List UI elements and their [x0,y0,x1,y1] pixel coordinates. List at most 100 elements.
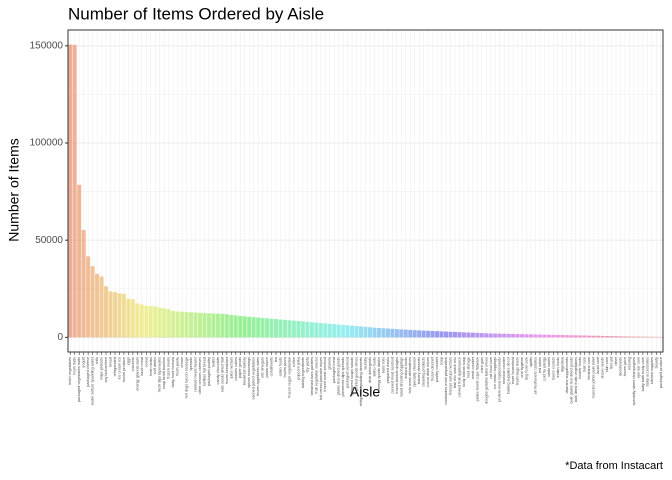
bar [381,328,386,338]
x-tick-label: energy granola bars [135,357,139,391]
x-tick-label: dog food care [525,357,529,380]
x-tick-label: beers coolers [551,357,555,380]
bar [537,334,542,338]
bar [224,314,229,338]
x-tick-label: mint gum [480,357,484,373]
bar [408,329,413,338]
x-tick-label: skin care [605,357,609,372]
bar [112,292,117,338]
bar [533,334,538,338]
bar [645,336,650,338]
x-tick-label: salad dressing toppings [399,357,403,397]
panel-border [67,29,664,353]
x-tick-label: baking supplies decor [507,356,511,393]
bar [282,319,287,338]
x-tick-label: missing [627,357,631,370]
x-tick-label: pickled goods olives [355,357,359,391]
x-tick-label: preserved dips spreads [341,357,345,397]
bar [421,330,426,338]
x-tick-label: packaged cheese [86,357,90,387]
bar [95,273,100,338]
bar [247,316,252,338]
x-tick-label: cookies cakes [234,357,238,381]
x-tick-label: baking ingredients [301,357,305,388]
bar [260,317,265,338]
x-tick-label: canned jarred vegetables [252,357,256,400]
y-tick-label: 150000 [30,40,64,51]
y-axis-label: Number of Items [6,138,22,241]
x-tick-label: kitchen supplies [650,357,654,384]
bar [497,333,502,338]
x-tick-label: yogurt [82,356,86,367]
bar [197,312,202,338]
bar [189,312,194,338]
x-tick-label: hair care [583,357,587,372]
bar [139,304,144,338]
x-tick-label: hot dogs bacon sausage [185,357,189,398]
x-tick-label: frozen dessert [431,356,435,381]
bar [394,329,399,338]
bar [640,336,645,338]
bar [502,333,507,338]
x-tick-label: dry pasta [305,356,309,373]
x-tick-label: prepared soups salads [350,357,354,396]
x-tick-label: asian foods [279,357,283,377]
x-tick-label: laundry [364,357,368,370]
bar [341,324,346,338]
bar [582,335,587,338]
x-tick-label: eye ear care [636,357,640,378]
bar [206,313,211,338]
bar [305,321,310,338]
bar [627,336,632,338]
x-tick-label: oils vinegars [261,357,265,378]
x-tick-label: fruit vegetable snacks [314,357,318,394]
bar [457,332,462,338]
bar [287,320,292,338]
x-tick-label: eggs [126,357,130,365]
bar [86,256,91,338]
x-tick-label: water seltzer sparkling water [91,356,95,405]
x-tick-label: frozen breads doughs [395,357,399,394]
bar [506,333,511,338]
bar [318,322,323,338]
bar [573,335,578,338]
x-tick-label: soy lactosefree [104,357,108,383]
bar [546,334,551,338]
x-tick-label: muscles joints pain relief [592,356,596,398]
x-tick-label: frozen juice [623,357,627,376]
caption: *Data from Instacart [565,460,663,472]
bar [636,336,641,338]
bar [153,306,158,338]
x-tick-label: candy chocolate [216,357,220,384]
bar [72,44,77,338]
x-tick-label: buns rolls [381,357,385,373]
bar [461,332,466,338]
bar [479,333,484,338]
bar [171,310,176,338]
x-tick-label: pasta sauce [265,357,269,377]
bar [390,328,395,338]
x-tick-label: dish detergents [368,357,372,383]
bar [403,329,408,338]
x-tick-label: fresh fruits [73,357,77,375]
bar [649,336,654,338]
bar [300,321,305,338]
bar [157,307,162,338]
bar [354,326,359,338]
x-tick-label: canned meals beans [194,357,198,392]
bar [274,319,279,338]
bar [229,315,234,338]
bar [148,306,153,338]
bar [90,266,95,338]
bar [564,335,569,338]
x-tick-label: packaged poultry [207,357,211,386]
bar [578,335,583,338]
bar [238,315,243,338]
x-tick-label: spreads [189,357,193,371]
x-axis-label: Aisle [350,384,381,400]
bar [569,335,574,338]
x-tick-label: soap [440,357,444,365]
x-tick-label: baby accessories [645,357,649,386]
bar [309,322,314,338]
